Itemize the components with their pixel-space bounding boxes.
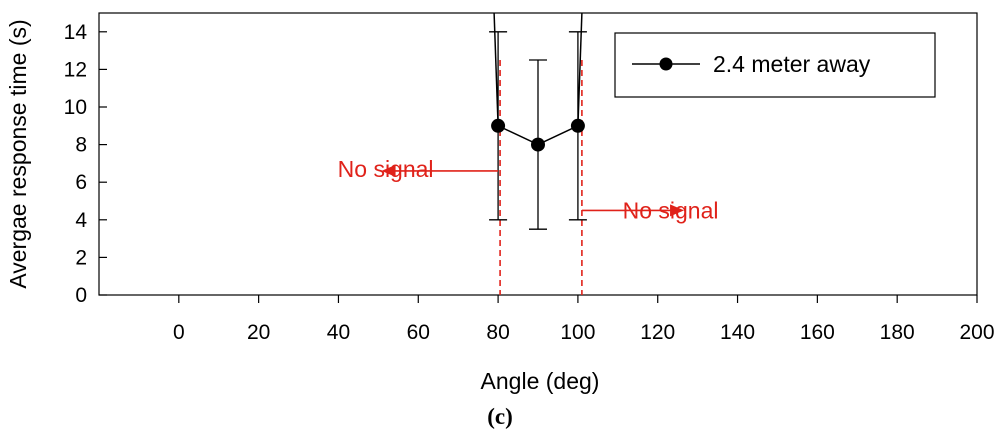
data-point [570,118,585,133]
x-tick-label: 60 [407,321,430,344]
annotation-text: No signal [338,156,434,182]
x-tick-label: 100 [560,321,595,344]
reference-lines [499,60,583,295]
y-axis-ticks: 0 2 4 6 8 10 12 14 [64,21,107,307]
y-tick-label: 0 [75,284,87,307]
y-tick-label: 2 [75,246,87,269]
x-tick-label: 0 [173,321,185,344]
x-tick-label: 140 [720,321,755,344]
x-axis-ticks: 0 20 40 60 80 100 120 140 160 180 200 [173,295,995,344]
x-tick-label: 120 [640,321,675,344]
x-tick-label: 80 [486,321,509,344]
y-tick-label: 8 [75,134,87,157]
x-tick-label: 180 [880,321,915,344]
annotation-text: No signal [623,197,719,223]
plot-area [98,12,978,296]
data-point [491,118,506,133]
annotation-arrow-head [670,204,685,217]
x-tick-label: 160 [800,321,835,344]
y-axis-title: Avergae response time (s) [5,19,31,288]
y-tick-label: 6 [75,171,87,194]
x-tick-label: 20 [247,321,270,344]
data-point [531,137,545,152]
x-tick-label: 200 [959,321,994,344]
legend-label: 2.4 meter away [713,51,871,77]
legend: 2.4 meter away [614,32,936,98]
series-layer [489,12,587,230]
legend-marker [659,57,673,71]
x-axis-title: Angle (deg) [481,368,600,394]
x-tick-label: 40 [327,321,350,344]
y-tick-label: 4 [75,209,87,232]
y-tick-label: 14 [64,21,88,44]
figure-label: (c) [487,404,513,429]
annotation-arrow-head [381,164,396,177]
y-tick-label: 12 [64,58,87,81]
annotations-layer: No signal No signal [338,156,719,223]
y-tick-label: 10 [64,96,87,119]
